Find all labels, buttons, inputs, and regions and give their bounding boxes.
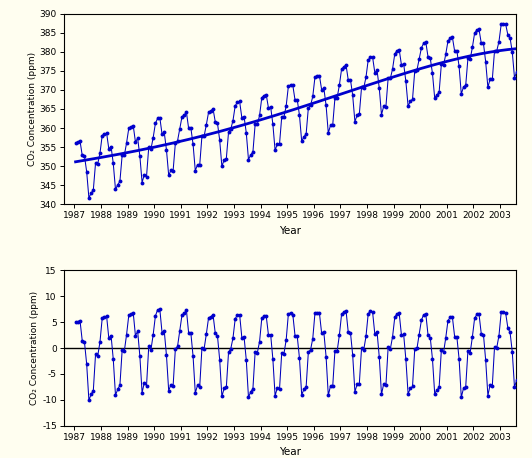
Y-axis label: CO₂ Concentration (ppm): CO₂ Concentration (ppm)	[28, 52, 37, 166]
X-axis label: Year: Year	[279, 226, 301, 236]
Y-axis label: CO₂ Concentration (ppm): CO₂ Concentration (ppm)	[30, 291, 39, 405]
X-axis label: Year: Year	[279, 447, 301, 458]
